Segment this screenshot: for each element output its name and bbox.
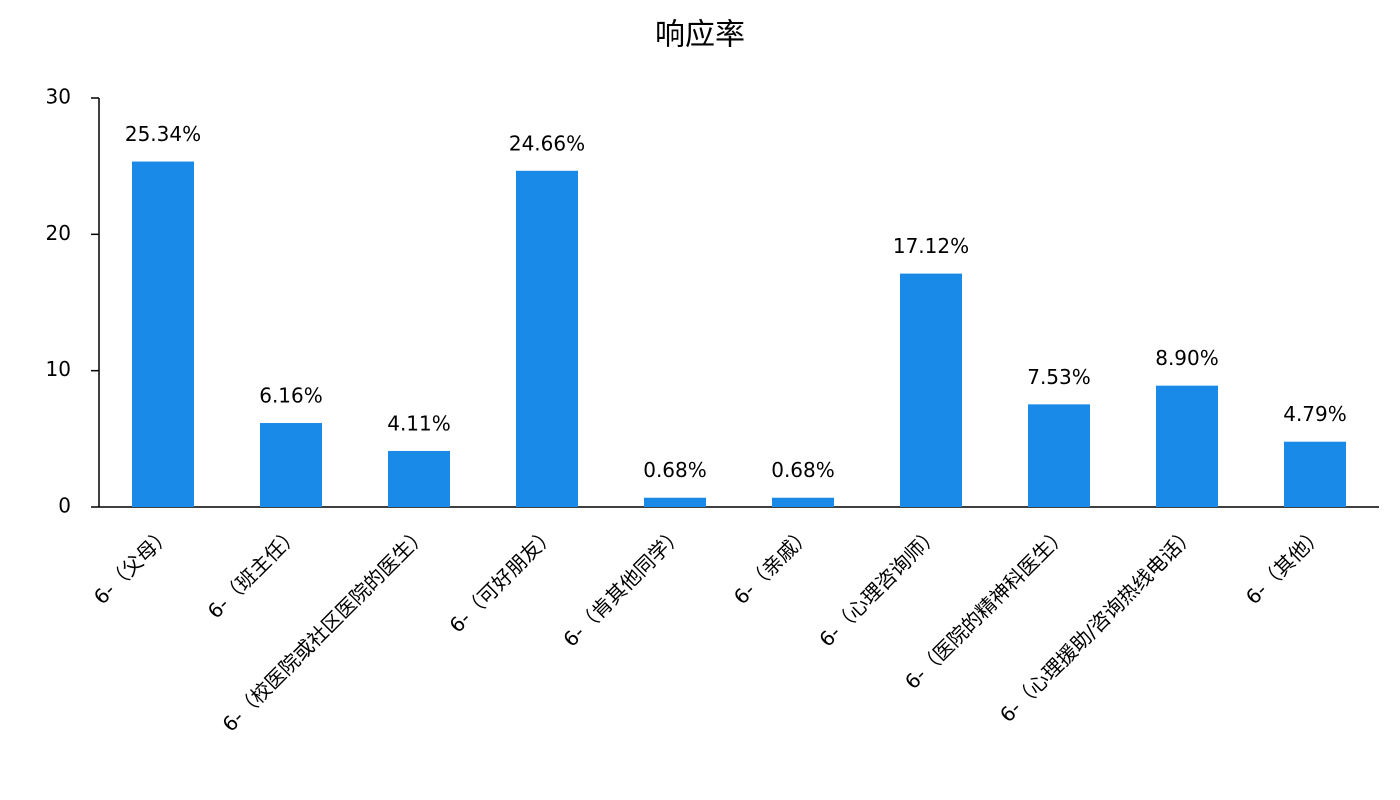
x-tick-label: 6-（亲戚） xyxy=(729,521,817,609)
bar xyxy=(1028,404,1090,507)
value-label: 17.12% xyxy=(893,234,969,258)
bar xyxy=(900,273,962,507)
bar xyxy=(132,161,194,508)
value-label: 0.68% xyxy=(643,458,707,482)
y-tick-label: 30 xyxy=(46,85,71,109)
y-tick-label: 10 xyxy=(46,357,71,381)
value-label: 24.66% xyxy=(509,131,585,155)
y-tick-label: 20 xyxy=(46,221,71,245)
value-label: 7.53% xyxy=(1027,365,1091,389)
bar xyxy=(1156,385,1218,507)
value-label: 4.11% xyxy=(387,411,451,435)
x-tick-label: 6-（校医院或社区医院的医生） xyxy=(217,521,432,736)
y-tick-label: 0 xyxy=(58,494,71,518)
value-label: 8.90% xyxy=(1155,346,1219,370)
x-tick-label: 6-（心理咨询师） xyxy=(814,521,944,651)
bar xyxy=(260,423,322,507)
value-label: 0.68% xyxy=(771,458,835,482)
bar xyxy=(388,450,450,507)
value-label: 25.34% xyxy=(125,122,201,146)
value-label: 6.16% xyxy=(259,384,323,408)
value-label: 4.79% xyxy=(1283,402,1347,426)
bar xyxy=(516,170,578,507)
bar xyxy=(644,497,706,507)
x-tick-label: 6-（班主任） xyxy=(203,521,305,623)
x-tick-label: 6-（肯其他同学） xyxy=(558,521,688,651)
bar xyxy=(772,497,834,507)
x-tick-label: 6-（可好朋友） xyxy=(444,521,560,637)
x-tick-label: 6-（其他） xyxy=(1241,521,1329,609)
x-tick-label: 6-（父母） xyxy=(89,521,177,609)
chart-title: 响应率 xyxy=(655,18,745,53)
bar xyxy=(1284,441,1346,507)
